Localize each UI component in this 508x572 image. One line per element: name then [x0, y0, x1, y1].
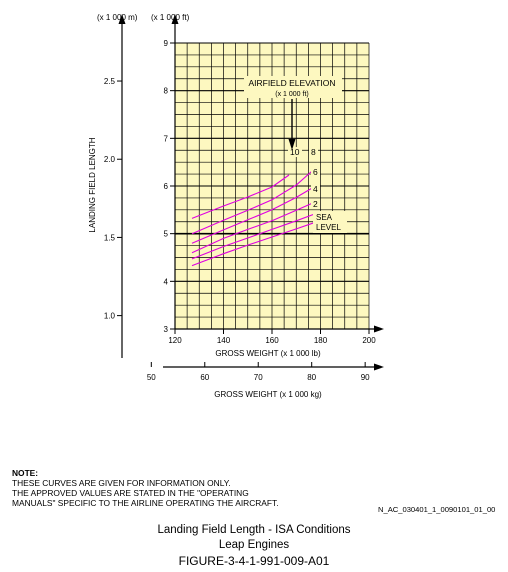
meter-tick-label: 1.0 — [104, 312, 116, 321]
foot-tick-label: 5 — [164, 230, 169, 239]
curve-10 — [191, 174, 290, 219]
meter-unit-label: (x 1 000 m) — [97, 13, 138, 22]
curve-6 — [191, 185, 316, 244]
curve-label-4: 4 — [313, 184, 318, 194]
curve-label-background — [311, 184, 320, 194]
feet-unit-label: (x 1 000 ft) — [151, 13, 190, 22]
curve-label-10: 10 — [290, 147, 300, 157]
kg-axis-arrow — [374, 363, 384, 371]
curve-label-background — [311, 199, 320, 209]
curve-label-background — [288, 147, 302, 157]
lb-tick-label: 160 — [265, 336, 279, 345]
note-line: THE APPROVED VALUES ARE STATED IN THE "O… — [12, 488, 249, 498]
foot-tick-label: 9 — [164, 39, 169, 48]
foot-tick-label: 6 — [164, 182, 169, 191]
kg-tick-label: 80 — [307, 373, 316, 382]
curve-label-8: 8 — [311, 147, 316, 157]
meter-axis-arrow — [118, 14, 126, 24]
curve-8 — [191, 167, 316, 235]
note-line: THESE CURVES ARE GIVEN FOR INFORMATION O… — [12, 478, 231, 488]
landing-field-length-chart: 3 4 5 6 7 8 9 1.0 1.5 2.0 2.5 120 140 160 180 200 50 60 70… — [88, 13, 384, 399]
foot-tick-label: 7 — [164, 134, 169, 143]
kg-tick-label: 90 — [361, 373, 370, 382]
kg-tick-label: 60 — [200, 373, 209, 382]
curves — [191, 167, 316, 267]
reference-code: N_AC_030401_1_0090101_01_00 — [378, 505, 496, 514]
foot-tick-label: 3 — [164, 325, 169, 334]
curve-label-background — [311, 167, 320, 177]
curve-label-6: 6 — [313, 167, 318, 177]
foot-tick-label: 8 — [164, 87, 169, 96]
curve-label-sea: SEA — [316, 213, 333, 222]
figure-number: FIGURE-3-4-1-991-009-A01 — [178, 554, 330, 568]
curve-label-background — [313, 211, 347, 233]
foot-axis-arrow — [171, 14, 179, 24]
annotation-units: (x 1 000 ft) — [275, 91, 308, 98]
lb-tick-label: 200 — [362, 336, 376, 345]
caption-subtitle: Leap Engines — [218, 539, 290, 551]
lb-tick-label: 140 — [217, 336, 231, 345]
lb-axis-title: GROSS WEIGHT (x 1 000 lb) — [215, 349, 321, 358]
caption-title: Landing Field Length - ISA Conditions — [157, 524, 351, 536]
lb-tick-label: 120 — [168, 336, 182, 345]
tick-labels: 3 4 5 6 7 8 9 1.0 1.5 2.0 2.5 120 140 160 180 200 50 60 70… — [104, 39, 376, 382]
text-labels: (x 1 000 m) (x 1 000 ft) GROSS WEIGHT (x 1… — [88, 13, 347, 399]
note-heading: NOTE: — [12, 468, 39, 478]
note-block: NOTE: THESE CURVES ARE GIVEN FOR INFORMA… — [12, 468, 279, 508]
axes — [118, 14, 384, 371]
curve-label-background — [309, 147, 318, 157]
kg-tick-label: 70 — [254, 373, 263, 382]
curve-label-level: LEVEL — [316, 223, 341, 232]
annotation-background — [244, 76, 342, 98]
note-line: MANUALS" SPECIFIC TO THE AIRLINE OPERATI… — [12, 498, 279, 508]
kg-axis-title: GROSS WEIGHT (x 1 000 kg) — [214, 390, 322, 399]
kg-tick-label: 50 — [147, 373, 156, 382]
curve-label-2: 2 — [313, 199, 318, 209]
meter-tick-label: 2.5 — [104, 77, 116, 86]
y-axis-title: LANDING FIELD LENGTH — [88, 137, 97, 232]
annotation-title: AIRFIELD ELEVATION — [248, 78, 335, 88]
curve-sea-level — [191, 221, 316, 267]
meter-tick-label: 2.0 — [104, 155, 116, 164]
annotation-arrow-head — [288, 139, 296, 150]
lb-axis-arrow — [374, 325, 384, 333]
curve-2 — [191, 213, 316, 260]
curve-4 — [191, 201, 316, 254]
lb-tick-label: 180 — [314, 336, 328, 345]
foot-tick-label: 4 — [164, 277, 169, 286]
meter-tick-label: 1.5 — [104, 233, 116, 242]
